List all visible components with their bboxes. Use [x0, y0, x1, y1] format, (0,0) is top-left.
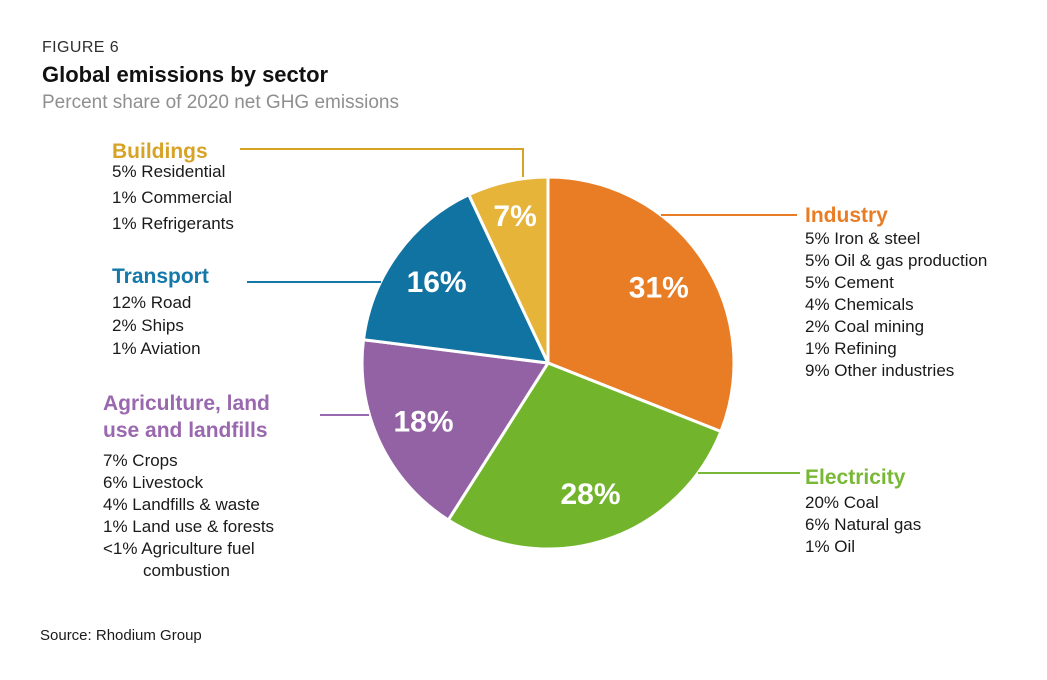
callout-item: <1% Agriculture fuel combustion [103, 539, 255, 580]
callout-item: 6% Livestock [103, 473, 204, 492]
callout-item: 1% Refrigerants [112, 214, 234, 233]
callout-item: 1% Land use & forests [103, 517, 275, 536]
callout-item: 12% Road [112, 293, 192, 312]
pie-slice-electricity [446, 361, 723, 551]
callout-heading-electricity: Electricity [805, 466, 906, 489]
callout-item: 4% Chemicals [805, 295, 914, 314]
callout-heading-industry: Industry [805, 204, 888, 227]
callout-item: 6% Natural gas [805, 515, 922, 534]
callout-item: 5% Oil & gas production [805, 251, 988, 270]
callout-items-industry: 5% Iron & steel 5% Oil & gas production 5%… [805, 228, 1040, 382]
callout-heading-buildings: Buildings [112, 140, 208, 163]
pie-slice-buildings [467, 175, 550, 365]
callout-item: 5% Iron & steel [805, 229, 921, 248]
chart-title: Global emissions by sector [42, 62, 329, 87]
callout-item: 5% Cement [805, 273, 894, 292]
callout-item: 9% Other industries [805, 361, 955, 380]
callout-item: 20% Coal [805, 493, 879, 512]
callout-item: 1% Commercial [112, 188, 232, 207]
callout-electricity: Electricity 20% Coal 6% Natural gas 1% Oil [805, 466, 1015, 558]
pie-slice-agriculture [360, 338, 550, 522]
callout-agriculture: Agriculture, land use and landfills 7% C… [103, 390, 301, 582]
callout-items-agriculture: 7% Crops 6% Livestock 4% Landfills & waste… [103, 450, 318, 582]
source-note: Source: Rhodium Group [40, 627, 202, 644]
callout-item: 7% Crops [103, 451, 178, 470]
pie-slice-label-transport: 16% [407, 266, 467, 299]
leader-line-buildings [240, 148, 524, 177]
pie-slice-industry [546, 175, 736, 433]
callout-item: 2% Ships [112, 316, 184, 335]
pie-slice-label-industry: 31% [629, 272, 689, 305]
callout-item: 5% Residential [112, 162, 226, 181]
callout-heading-transport: Transport [112, 265, 209, 288]
pie-slice-label-buildings: 7% [493, 200, 536, 233]
pie-slice-label-electricity: 28% [560, 478, 620, 511]
callout-item: 4% Landfills & waste [103, 495, 260, 514]
callout-item: 1% Aviation [112, 339, 201, 358]
chart-subtitle: Percent share of 2020 net GHG emissions [42, 92, 399, 113]
callout-items-buildings: 5% Residential 1% Commercial 1% Refrigeran… [112, 159, 322, 237]
callout-item: 1% Refining [805, 339, 897, 358]
callout-items-electricity: 20% Coal 6% Natural gas 1% Oil [805, 492, 1015, 558]
figure-header: FIGURE 6 Global emissions by sector Perc… [42, 38, 399, 114]
figure-label: FIGURE 6 [42, 39, 119, 56]
callout-item: 2% Coal mining [805, 317, 925, 336]
callout-heading-agriculture: Agriculture, land use and landfills [103, 392, 270, 442]
pie-slice-transport [362, 193, 550, 365]
callout-industry: Industry 5% Iron & steel 5% Oil & gas pro… [805, 204, 1040, 382]
callout-item: 1% Oil [805, 537, 856, 556]
callout-transport: Transport 12% Road 2% Ships 1% Aviation [112, 265, 322, 360]
pie-slice-label-agriculture: 18% [393, 406, 453, 439]
callout-buildings: Buildings 5% Residential 1% Commercial 1% … [112, 140, 322, 237]
callout-items-transport: 12% Road 2% Ships 1% Aviation [112, 291, 322, 360]
